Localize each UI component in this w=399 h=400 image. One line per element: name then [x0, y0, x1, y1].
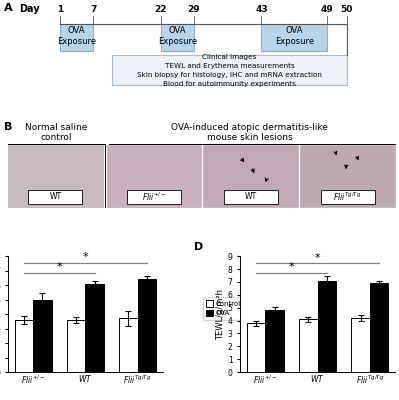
Text: *: * [83, 252, 88, 262]
Bar [119, 318, 138, 372]
Text: $Flii^{+/-}$: $Flii^{+/-}$ [142, 190, 166, 203]
Text: D: D [194, 242, 203, 252]
Bar [318, 281, 336, 372]
Bar [33, 300, 51, 372]
Legend: Control, OVA: Control, OVA [203, 297, 245, 320]
FancyBboxPatch shape [127, 190, 181, 204]
Text: 7: 7 [90, 4, 96, 14]
Text: Day: Day [20, 4, 40, 14]
Text: WT: WT [49, 192, 61, 201]
Bar [15, 320, 33, 372]
Text: B: B [4, 122, 12, 132]
Text: OVA-induced atopic dermatitis-like
mouse skin lesions: OVA-induced atopic dermatitis-like mouse… [172, 123, 328, 142]
Text: OVA
Exposure: OVA Exposure [57, 26, 96, 46]
FancyBboxPatch shape [161, 24, 194, 50]
Text: Normal saline
control: Normal saline control [25, 123, 87, 142]
Text: OVA
Exposure: OVA Exposure [275, 26, 314, 46]
Text: Clinical images
TEWL and Erythema measurements
Skin biopsy for histology, IHC an: Clinical images TEWL and Erythema measur… [137, 54, 322, 87]
FancyBboxPatch shape [113, 55, 347, 86]
FancyBboxPatch shape [203, 145, 298, 207]
Text: 1: 1 [57, 4, 63, 14]
Bar [138, 279, 156, 372]
Text: 22: 22 [154, 4, 167, 14]
Text: OVA
Exposure: OVA Exposure [158, 26, 197, 46]
Text: A: A [4, 2, 13, 12]
Bar [265, 310, 284, 372]
FancyBboxPatch shape [300, 145, 395, 207]
Bar [299, 319, 318, 372]
Text: 50: 50 [340, 4, 353, 14]
Y-axis label: TEWL/g/m²h: TEWL/g/m²h [216, 289, 225, 340]
FancyBboxPatch shape [28, 190, 83, 204]
FancyBboxPatch shape [107, 145, 201, 207]
Bar [67, 320, 85, 372]
FancyBboxPatch shape [320, 190, 375, 204]
Bar [370, 283, 388, 372]
Text: *: * [289, 262, 294, 272]
FancyBboxPatch shape [261, 24, 327, 50]
Text: *: * [57, 262, 62, 272]
Text: $Flii^{Tg/Tg}$: $Flii^{Tg/Tg}$ [334, 190, 362, 203]
Bar [352, 318, 370, 372]
Text: 29: 29 [188, 4, 200, 14]
FancyBboxPatch shape [224, 190, 278, 204]
FancyBboxPatch shape [8, 145, 103, 207]
Text: *: * [315, 253, 320, 263]
Bar [85, 284, 104, 372]
Text: 43: 43 [255, 4, 268, 14]
Text: WT: WT [245, 192, 257, 201]
FancyBboxPatch shape [60, 24, 93, 50]
Text: 49: 49 [321, 4, 334, 14]
Bar [247, 323, 265, 372]
